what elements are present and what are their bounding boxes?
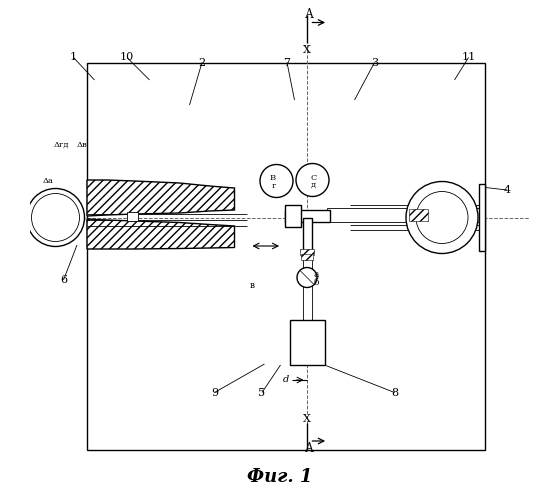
- Text: б: б: [313, 278, 319, 287]
- Circle shape: [297, 268, 317, 287]
- Text: г: г: [272, 182, 276, 190]
- Bar: [302, 218, 311, 250]
- Circle shape: [296, 164, 329, 196]
- Circle shape: [406, 182, 478, 254]
- Text: Δгд: Δгд: [53, 141, 69, 149]
- Text: А: А: [305, 442, 314, 455]
- Text: А: А: [305, 8, 314, 22]
- Text: д: д: [311, 181, 316, 189]
- Text: 6: 6: [60, 275, 67, 285]
- Text: 3: 3: [371, 58, 378, 68]
- Circle shape: [31, 194, 79, 242]
- Bar: [479, 184, 485, 251]
- Text: Фиг. 1: Фиг. 1: [247, 468, 312, 486]
- Bar: [285, 206, 301, 227]
- Bar: [302, 220, 311, 330]
- Circle shape: [260, 164, 293, 198]
- Text: Δa: Δa: [43, 177, 54, 185]
- Bar: [301, 254, 313, 260]
- Bar: [300, 249, 314, 255]
- Bar: [327, 208, 481, 222]
- Text: B: B: [269, 174, 276, 182]
- Text: 7: 7: [283, 58, 291, 68]
- Circle shape: [190, 140, 375, 325]
- Text: 10: 10: [120, 52, 134, 62]
- Text: X: X: [303, 414, 311, 424]
- Text: 2: 2: [198, 58, 206, 68]
- Text: 9: 9: [211, 388, 218, 398]
- Text: 8: 8: [391, 388, 398, 398]
- Text: X: X: [303, 45, 311, 55]
- Bar: [479, 184, 485, 251]
- Polygon shape: [87, 180, 234, 216]
- Bar: [409, 209, 428, 221]
- Text: 11: 11: [461, 52, 476, 62]
- Polygon shape: [87, 219, 234, 249]
- Bar: [302, 218, 311, 250]
- Bar: [87, 62, 485, 450]
- Bar: [285, 210, 329, 222]
- Text: 4: 4: [504, 185, 510, 195]
- Bar: [285, 206, 301, 227]
- Text: в: в: [249, 280, 254, 289]
- Bar: [285, 210, 329, 222]
- Bar: [127, 212, 138, 221]
- Text: 1: 1: [70, 52, 77, 62]
- Circle shape: [26, 188, 84, 246]
- Text: 5: 5: [258, 388, 266, 398]
- Text: а: а: [313, 270, 319, 279]
- Circle shape: [416, 192, 468, 244]
- Text: Δв: Δв: [77, 141, 87, 149]
- Text: C: C: [310, 174, 317, 182]
- Circle shape: [164, 115, 400, 350]
- Text: d: d: [282, 374, 288, 384]
- Bar: [290, 320, 325, 365]
